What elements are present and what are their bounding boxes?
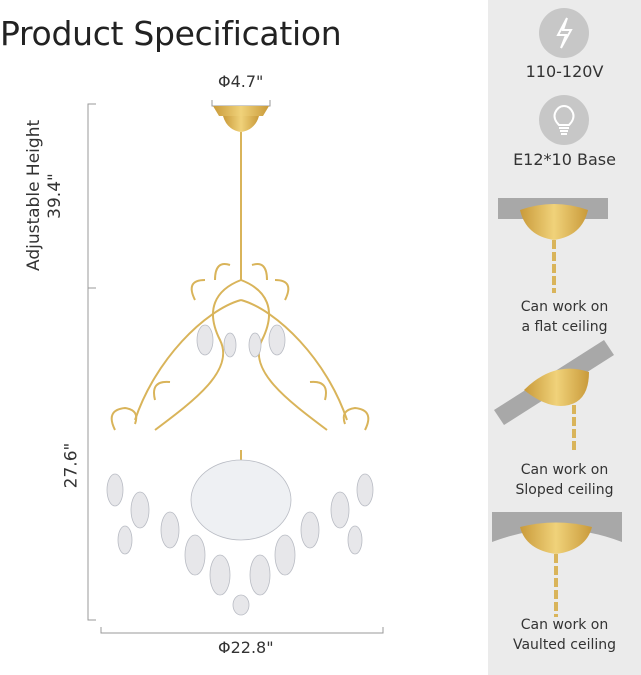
width-diameter: Φ22.8"	[218, 638, 274, 657]
base-label: E12*10 Base	[513, 150, 616, 169]
chandelier-image	[106, 106, 374, 616]
bulb-icon	[539, 95, 589, 145]
voltage-label: 110-120V	[525, 62, 604, 81]
body-height: 27.6"	[61, 442, 82, 489]
lightning-icon	[539, 8, 589, 58]
caption-line: Vaulted ceiling	[512, 637, 616, 653]
vaulted-ceiling-caption: Can work on Vaulted ceiling	[488, 615, 641, 655]
vaulted-ceiling-image	[492, 512, 622, 617]
caption-line: Can work on	[520, 617, 609, 633]
caption-line: Can work on	[520, 462, 609, 478]
flat-ceiling-image	[498, 198, 608, 293]
adjustable-height-label: Adjustable Height	[24, 119, 44, 271]
caption-line: Sloped ceiling	[515, 482, 614, 498]
caption-line: Can work on	[520, 299, 609, 315]
adjustable-height: Adjustable Height 39.4"	[24, 119, 66, 271]
sloped-ceiling-image	[494, 340, 614, 450]
canopy-diameter: Φ4.7"	[218, 72, 264, 91]
flat-ceiling-caption: Can work on a flat ceiling	[488, 297, 641, 337]
page-title: Product Specification	[0, 14, 342, 53]
sloped-ceiling-caption: Can work on Sloped ceiling	[488, 460, 641, 500]
adjustable-height-value: 39.4"	[45, 173, 65, 219]
caption-line: a flat ceiling	[521, 319, 608, 335]
